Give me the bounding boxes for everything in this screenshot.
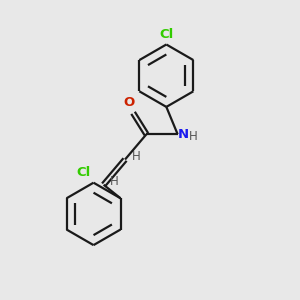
Text: Cl: Cl [76, 166, 91, 179]
Text: H: H [110, 175, 119, 188]
Text: H: H [132, 150, 140, 163]
Text: N: N [178, 128, 189, 141]
Text: Cl: Cl [159, 28, 173, 41]
Text: O: O [124, 96, 135, 109]
Text: H: H [189, 130, 198, 142]
